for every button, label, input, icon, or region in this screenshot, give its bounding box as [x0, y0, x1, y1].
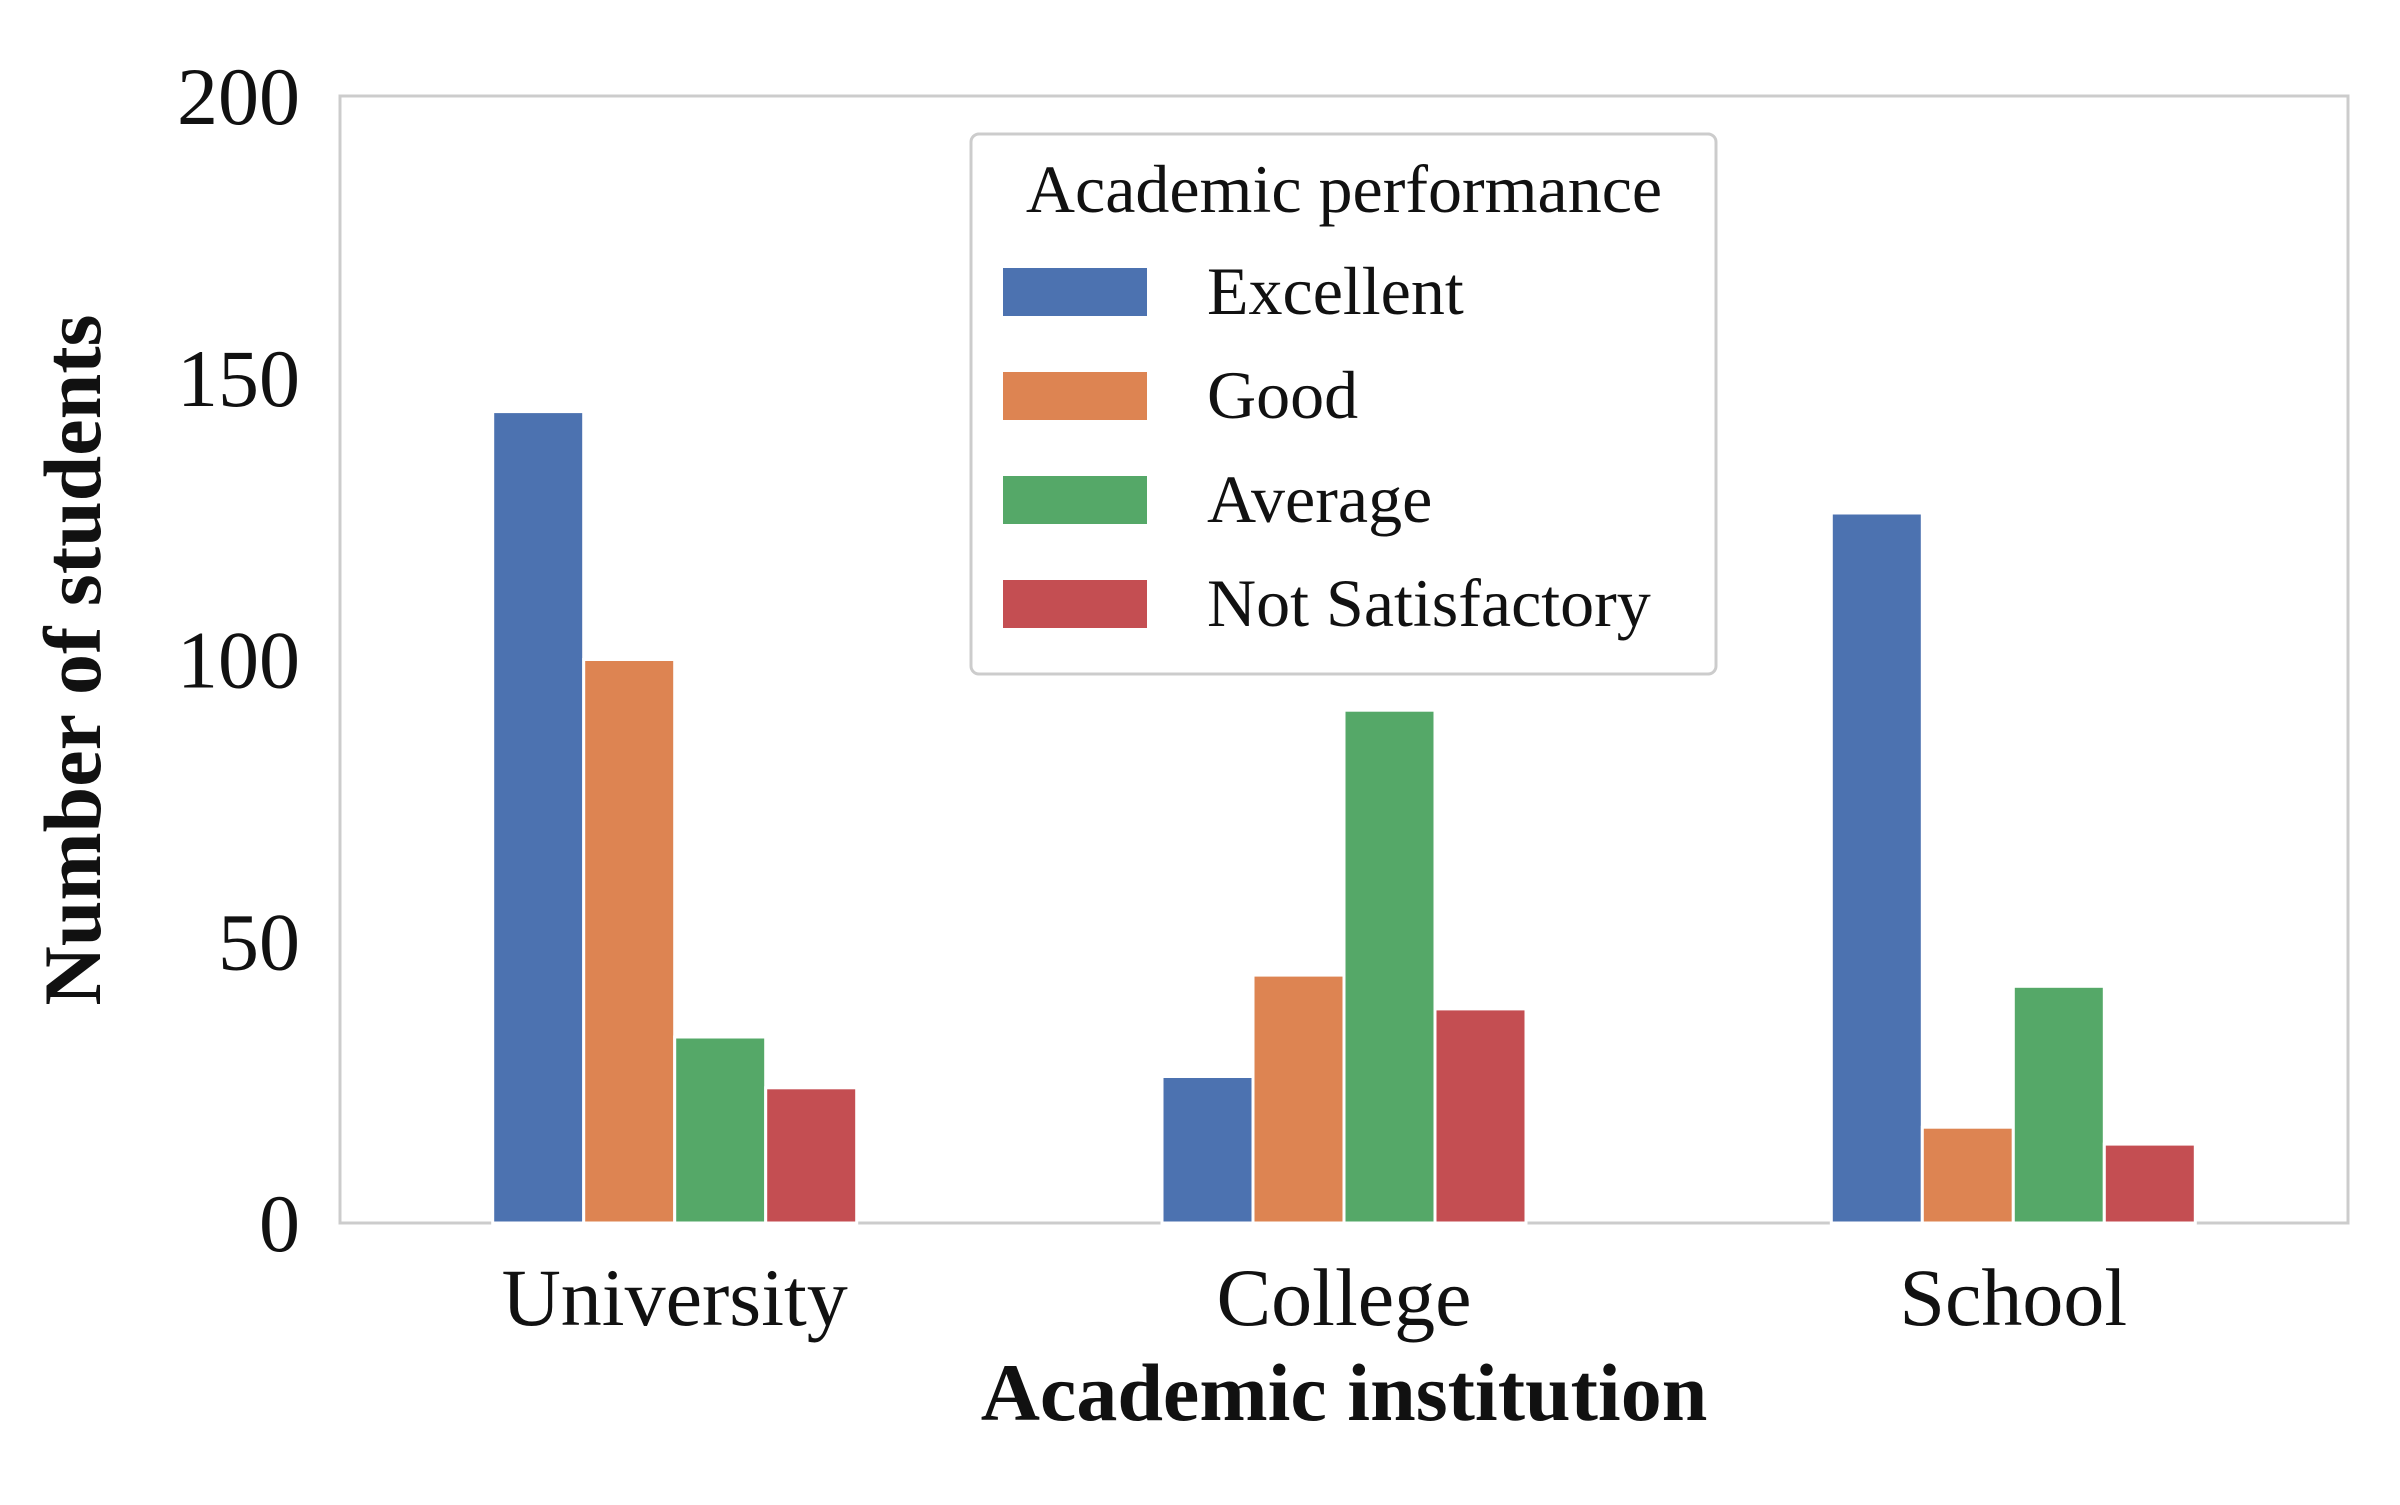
x-axis-label: Academic institution — [981, 1347, 1708, 1438]
x-tick-label: College — [1216, 1252, 1471, 1343]
legend: Academic performance Excellent Good Averag… — [969, 132, 1718, 676]
bar-average-college — [1342, 708, 1437, 1225]
y-tick-label: 200 — [177, 51, 300, 142]
bar-excellent-college — [1160, 1075, 1255, 1225]
x-tick-label: University — [502, 1252, 848, 1343]
x-axis-ticks: University College School — [502, 1252, 2128, 1343]
y-axis-label: Number of students — [27, 315, 118, 1006]
bar-not-satisfactory-college — [1433, 1007, 1528, 1225]
bar-excellent-school — [1829, 511, 1924, 1225]
y-tick-label: 0 — [259, 1178, 300, 1269]
legend-label: Not Satisfactory — [1207, 565, 1651, 641]
legend-label: Good — [1207, 357, 1358, 433]
bar-good-university — [582, 658, 677, 1225]
legend-swatch — [1003, 476, 1147, 524]
bar-not-satisfactory-university — [764, 1086, 859, 1225]
bar-not-satisfactory-school — [2102, 1142, 2197, 1225]
bars-layer — [491, 410, 2197, 1225]
legend-items: Excellent Good Average Not Satisfactory — [1003, 253, 1651, 641]
legend-label: Average — [1207, 461, 1432, 537]
bar-excellent-university — [491, 410, 586, 1225]
bar-good-college — [1251, 973, 1346, 1225]
legend-swatch — [1003, 372, 1147, 420]
legend-title: Academic performance — [1026, 151, 1662, 227]
y-axis-ticks: 0 50 100 150 200 — [177, 51, 300, 1269]
bar-average-university — [673, 1035, 768, 1225]
x-tick-label: School — [1899, 1252, 2127, 1343]
bar-good-school — [1920, 1125, 2015, 1225]
bar-average-school — [2011, 984, 2106, 1225]
y-tick-label: 150 — [177, 333, 300, 424]
y-tick-label: 100 — [177, 615, 300, 706]
legend-swatch — [1003, 580, 1147, 628]
legend-box — [969, 132, 1718, 676]
y-tick-label: 50 — [218, 896, 300, 987]
legend-swatch — [1003, 268, 1147, 316]
legend-label: Excellent — [1207, 253, 1464, 329]
